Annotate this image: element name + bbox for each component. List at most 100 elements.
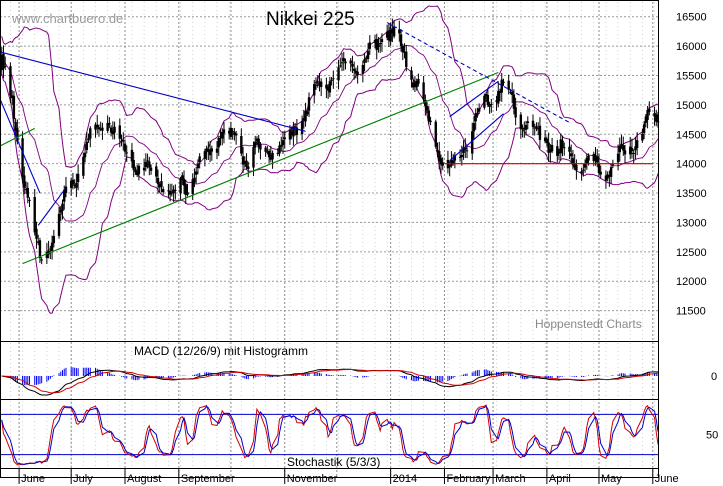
price-body bbox=[391, 28, 394, 34]
channel-lower bbox=[449, 113, 504, 162]
price-body bbox=[488, 104, 491, 107]
month-label: August bbox=[127, 473, 161, 485]
price-body bbox=[575, 164, 578, 171]
price-body bbox=[0, 55, 3, 71]
stoch-title: Stochastik (5/3/3) bbox=[287, 455, 380, 469]
price-body bbox=[328, 81, 332, 93]
price-body bbox=[424, 99, 427, 107]
bollinger-upper bbox=[1, 5, 659, 168]
price-body bbox=[280, 144, 283, 147]
price-body bbox=[450, 159, 453, 166]
price-body bbox=[556, 146, 559, 156]
price-body bbox=[339, 65, 342, 67]
price-body bbox=[302, 118, 306, 121]
price-body bbox=[40, 259, 43, 261]
price-body bbox=[135, 171, 139, 176]
price-body bbox=[24, 189, 28, 191]
price-body bbox=[257, 138, 260, 148]
price-body bbox=[439, 158, 443, 165]
price-body bbox=[198, 156, 201, 162]
price-body bbox=[361, 64, 365, 74]
price-tick-label: 12000 bbox=[676, 276, 707, 288]
trendline-blue-flag bbox=[37, 189, 65, 226]
price-body bbox=[500, 79, 503, 93]
price-body bbox=[12, 95, 16, 119]
price-body bbox=[106, 122, 109, 131]
price-body bbox=[547, 142, 550, 153]
price-body bbox=[123, 143, 127, 152]
price-body bbox=[646, 109, 649, 120]
price-body bbox=[337, 67, 340, 81]
price-body bbox=[64, 186, 68, 193]
macd-title: MACD (12/26/9) mit Histogramm bbox=[134, 344, 308, 358]
price-body bbox=[641, 133, 644, 141]
price-body bbox=[413, 83, 417, 87]
price-body bbox=[170, 192, 174, 194]
price-body bbox=[342, 58, 345, 62]
stoch-tick-label: 50 bbox=[706, 430, 718, 442]
price-body bbox=[507, 80, 510, 90]
price-body bbox=[281, 140, 285, 146]
price-body bbox=[561, 140, 564, 148]
price-body bbox=[405, 51, 408, 68]
price-body bbox=[569, 153, 573, 157]
price-body bbox=[142, 167, 146, 171]
price-body bbox=[354, 70, 358, 74]
stoch-d-line bbox=[1, 405, 659, 466]
price-body bbox=[474, 113, 477, 122]
trendline-downtrend bbox=[386, 22, 570, 123]
price-body bbox=[582, 169, 585, 171]
price-body bbox=[2, 53, 5, 69]
price-body bbox=[401, 45, 404, 53]
price-body bbox=[583, 163, 587, 168]
price-body bbox=[210, 148, 214, 152]
price-body bbox=[385, 31, 389, 38]
price-body bbox=[87, 138, 90, 141]
price-body bbox=[599, 171, 602, 175]
price-body bbox=[545, 138, 549, 143]
price-body bbox=[255, 138, 259, 142]
price-body bbox=[535, 126, 538, 129]
price-body bbox=[368, 42, 371, 49]
price-tick-label: 14500 bbox=[676, 129, 707, 141]
price-body bbox=[205, 148, 208, 152]
price-body bbox=[191, 179, 194, 195]
price-body bbox=[50, 242, 54, 251]
price-body bbox=[398, 29, 401, 34]
price-body bbox=[113, 126, 116, 133]
price-body bbox=[436, 149, 439, 153]
price-body bbox=[156, 177, 160, 185]
price-body bbox=[9, 66, 12, 96]
price-body bbox=[616, 153, 620, 163]
price-body bbox=[438, 151, 441, 161]
price-body bbox=[632, 152, 635, 154]
price-body bbox=[148, 161, 151, 168]
price-body bbox=[375, 38, 378, 51]
price-body bbox=[233, 132, 236, 136]
trendline-green-short bbox=[0, 127, 35, 147]
price-body bbox=[365, 57, 368, 60]
price-body bbox=[314, 82, 318, 84]
price-body bbox=[403, 51, 406, 53]
price-body bbox=[377, 44, 380, 48]
price-body bbox=[326, 86, 330, 91]
price-body bbox=[160, 181, 163, 187]
price-body bbox=[146, 160, 149, 162]
price-body bbox=[137, 165, 141, 175]
bollinger-middle bbox=[1, 44, 659, 222]
price-body bbox=[241, 156, 245, 165]
price-body bbox=[240, 135, 243, 154]
price-body bbox=[125, 152, 128, 154]
price-body bbox=[89, 128, 92, 139]
price-body bbox=[158, 184, 161, 188]
price-body bbox=[35, 228, 38, 239]
price-body bbox=[623, 150, 627, 155]
price-body bbox=[519, 114, 523, 130]
price-body bbox=[571, 158, 575, 165]
price-body bbox=[254, 141, 257, 148]
price-tick-label: 16000 bbox=[676, 41, 707, 53]
price-body bbox=[203, 151, 207, 159]
price-body bbox=[118, 125, 121, 139]
price-tick-label: 12500 bbox=[676, 247, 707, 259]
price-body bbox=[634, 146, 637, 151]
